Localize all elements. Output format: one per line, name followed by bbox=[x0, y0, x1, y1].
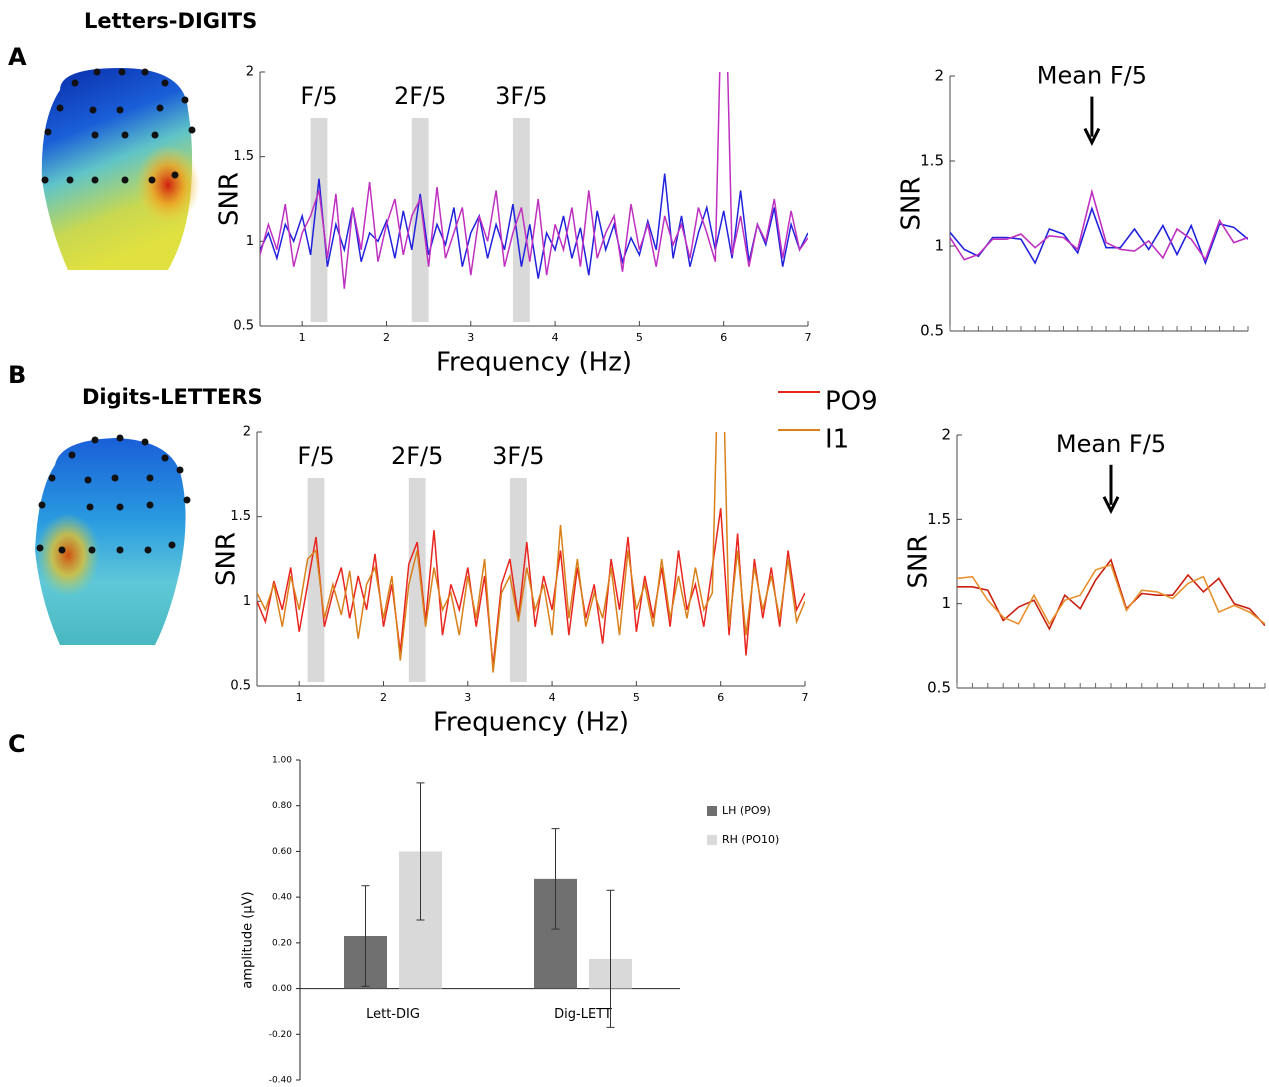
error-bar bbox=[416, 782, 425, 921]
frequency-band bbox=[509, 478, 527, 682]
x-tick-label: 6 bbox=[720, 331, 727, 344]
panel-label: C bbox=[8, 730, 26, 758]
x-tick-label: 7 bbox=[805, 331, 812, 344]
x-tick-label: 5 bbox=[633, 691, 640, 704]
x-tick-label: 1 bbox=[299, 331, 306, 344]
annotation: 2F/5 bbox=[391, 442, 443, 470]
y-tick-label: 0.20 bbox=[272, 938, 292, 948]
legend-label: LH (PO9) bbox=[722, 804, 771, 817]
x-tick-label: 2 bbox=[380, 691, 387, 704]
legend-label: PO9 bbox=[825, 387, 878, 417]
frequency-band bbox=[310, 118, 328, 322]
y-axis-label: SNR bbox=[215, 172, 245, 226]
x-tick-label: 1 bbox=[296, 691, 303, 704]
y-axis-label: amplitude (µV) bbox=[241, 891, 256, 988]
y-tick-label: 2 bbox=[941, 426, 951, 444]
series-line bbox=[257, 432, 805, 673]
x-tick-label: 2 bbox=[383, 331, 390, 344]
x-tick-label: 5 bbox=[636, 331, 643, 344]
y-tick-label: 1.5 bbox=[230, 509, 251, 524]
y-axis-label: SNR bbox=[897, 176, 927, 230]
x-tick-label: 4 bbox=[552, 331, 559, 344]
y-tick-label: -0.20 bbox=[269, 1030, 293, 1040]
y-tick-label: 1 bbox=[243, 594, 251, 609]
y-tick-label: 0.5 bbox=[927, 679, 951, 697]
panel-title: Letters-DIGITS bbox=[84, 9, 257, 33]
x-tick-label: 3 bbox=[464, 691, 471, 704]
y-tick-label: 1.5 bbox=[920, 152, 944, 170]
x-axis-label: Frequency (Hz) bbox=[433, 708, 629, 738]
y-tick-label: 0.80 bbox=[272, 801, 292, 811]
annotation: F/5 bbox=[297, 442, 334, 470]
y-tick-label: 1 bbox=[941, 594, 951, 612]
y-tick-label: 0.00 bbox=[272, 984, 292, 994]
series-line bbox=[260, 72, 808, 289]
y-tick-label: 0.5 bbox=[233, 319, 254, 334]
y-tick-label: -0.40 bbox=[269, 1076, 293, 1086]
x-tick-label: 7 bbox=[802, 691, 809, 704]
y-tick-label: 0.5 bbox=[920, 322, 944, 340]
legend-swatch bbox=[707, 806, 717, 816]
y-tick-label: 2 bbox=[243, 425, 251, 440]
frequency-band bbox=[411, 118, 429, 322]
x-tick-label: Lett-DIG bbox=[366, 1007, 420, 1022]
head-map bbox=[35, 434, 191, 645]
y-axis-label: SNR bbox=[212, 532, 242, 586]
annotation: 2F/5 bbox=[394, 82, 446, 110]
y-tick-label: 1.00 bbox=[272, 756, 292, 766]
annotation: Mean F/5 bbox=[1037, 62, 1147, 90]
x-tick-label: 3 bbox=[467, 331, 474, 344]
x-tick-label: Dig-LETT bbox=[554, 1007, 612, 1022]
series-line bbox=[957, 558, 1265, 631]
x-axis-label: Frequency (Hz) bbox=[436, 348, 632, 378]
y-tick-label: 1 bbox=[246, 234, 254, 249]
y-axis-label: SNR bbox=[904, 534, 934, 588]
y-tick-label: 1.5 bbox=[927, 510, 951, 528]
annotation: Mean F/5 bbox=[1056, 430, 1166, 458]
x-tick-label: 4 bbox=[549, 691, 556, 704]
head-map bbox=[41, 68, 200, 270]
y-tick-label: 2 bbox=[934, 67, 944, 85]
frequency-band bbox=[307, 478, 325, 682]
y-tick-label: 1.5 bbox=[233, 149, 254, 164]
frequency-band bbox=[408, 478, 426, 682]
error-bar bbox=[361, 885, 370, 987]
annotation-arrow-head bbox=[1083, 127, 1101, 146]
annotation-arrow-head bbox=[1102, 496, 1120, 515]
y-tick-label: 2 bbox=[246, 65, 254, 80]
series-line bbox=[950, 206, 1248, 266]
legend-label: I1 bbox=[825, 425, 849, 455]
annotation: F/5 bbox=[300, 82, 337, 110]
x-tick-label: 6 bbox=[717, 691, 724, 704]
panel-title: Digits-LETTERS bbox=[82, 385, 263, 409]
annotation: 3F/5 bbox=[495, 82, 547, 110]
legend-swatch bbox=[707, 835, 717, 845]
panel-label: B bbox=[8, 361, 26, 389]
frequency-band bbox=[512, 118, 530, 322]
y-tick-label: 0.40 bbox=[272, 893, 292, 903]
y-tick-label: 0.60 bbox=[272, 847, 292, 857]
y-tick-label: 0.5 bbox=[230, 679, 251, 694]
panel-label: A bbox=[8, 43, 27, 71]
legend-label: RH (PO10) bbox=[722, 833, 779, 846]
series-line bbox=[950, 188, 1248, 262]
error-bar bbox=[606, 889, 615, 1028]
annotation: 3F/5 bbox=[492, 442, 544, 470]
series-line bbox=[957, 563, 1265, 626]
error-bar bbox=[551, 828, 560, 930]
y-tick-label: 1 bbox=[934, 237, 944, 255]
